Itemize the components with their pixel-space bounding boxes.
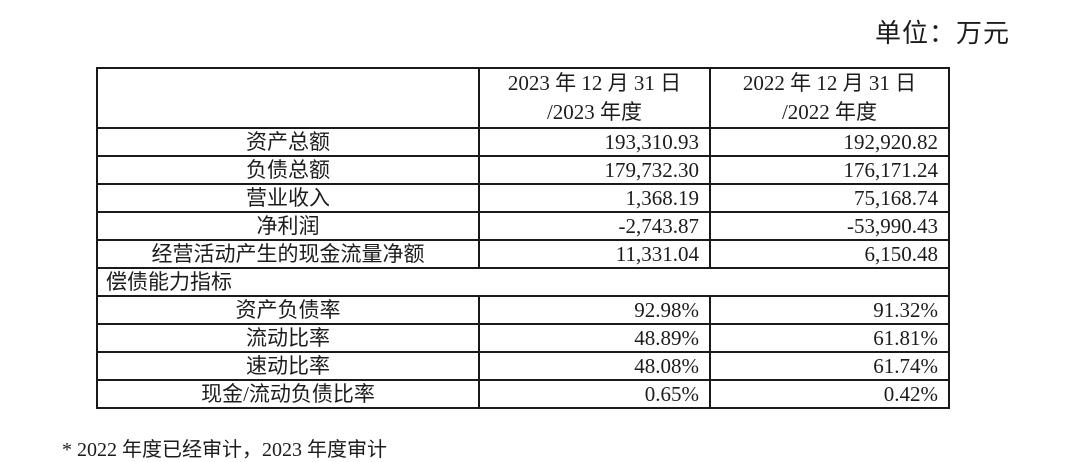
table-row-net-profit: 净利润 -2,743.87 -53,990.43 [96,211,950,241]
value-2023: 0.65% [478,379,711,409]
value-2023: 92.98% [478,295,711,325]
section-label: 偿债能力指标 [96,267,950,297]
header-2022-period: 2022 年 12 月 31 日 /2022 年度 [709,67,950,129]
row-label: 资产总额 [96,127,480,157]
value-2022: 6,150.48 [709,239,950,269]
value-2022: 176,171.24 [709,155,950,185]
value-2022: 192,920.82 [709,127,950,157]
audit-footnote: * 2022 年度已经审计，2023 年度审计 [62,439,387,461]
row-label: 速动比率 [96,351,480,381]
table-row-current-ratio: 流动比率 48.89% 61.81% [96,323,950,353]
table-section-row-solvency: 偿债能力指标 [96,267,950,297]
value-2023: 179,732.30 [478,155,711,185]
row-label: 净利润 [96,211,480,241]
value-2022: 61.81% [709,323,950,353]
value-2022: -53,990.43 [709,211,950,241]
value-2023: -2,743.87 [478,211,711,241]
value-2022: 61.74% [709,351,950,381]
row-label: 营业收入 [96,183,480,213]
row-label: 流动比率 [96,323,480,353]
table-header-row: 2023 年 12 月 31 日 /2023 年度 2022 年 12 月 31… [96,67,950,129]
table-row-operating-cash-flow: 经营活动产生的现金流量净额 11,331.04 6,150.48 [96,239,950,269]
table-row-total-assets: 资产总额 193,310.93 192,920.82 [96,127,950,157]
table-row-quick-ratio: 速动比率 48.08% 61.74% [96,351,950,381]
table-row-total-liabilities: 负债总额 179,732.30 176,171.24 [96,155,950,185]
table-row-cash-current-liability-ratio: 现金/流动负债比率 0.65% 0.42% [96,379,950,409]
value-2023: 48.89% [478,323,711,353]
row-label: 资产负债率 [96,295,480,325]
value-2023: 193,310.93 [478,127,711,157]
value-2022: 91.32% [709,295,950,325]
table-row-debt-asset-ratio: 资产负债率 92.98% 91.32% [96,295,950,325]
value-2023: 11,331.04 [478,239,711,269]
header-2023-period: 2023 年 12 月 31 日 /2023 年度 [478,67,711,129]
unit-label: 单位：万元 [874,19,1010,48]
financial-summary-table: 2023 年 12 月 31 日 /2023 年度 2022 年 12 月 31… [96,67,950,409]
header-empty-cell [96,67,480,129]
value-2023: 1,368.19 [478,183,711,213]
value-2023: 48.08% [478,351,711,381]
row-label: 现金/流动负债比率 [96,379,480,409]
value-2022: 0.42% [709,379,950,409]
row-label: 经营活动产生的现金流量净额 [96,239,480,269]
row-label: 负债总额 [96,155,480,185]
table-row-operating-revenue: 营业收入 1,368.19 75,168.74 [96,183,950,213]
value-2022: 75,168.74 [709,183,950,213]
